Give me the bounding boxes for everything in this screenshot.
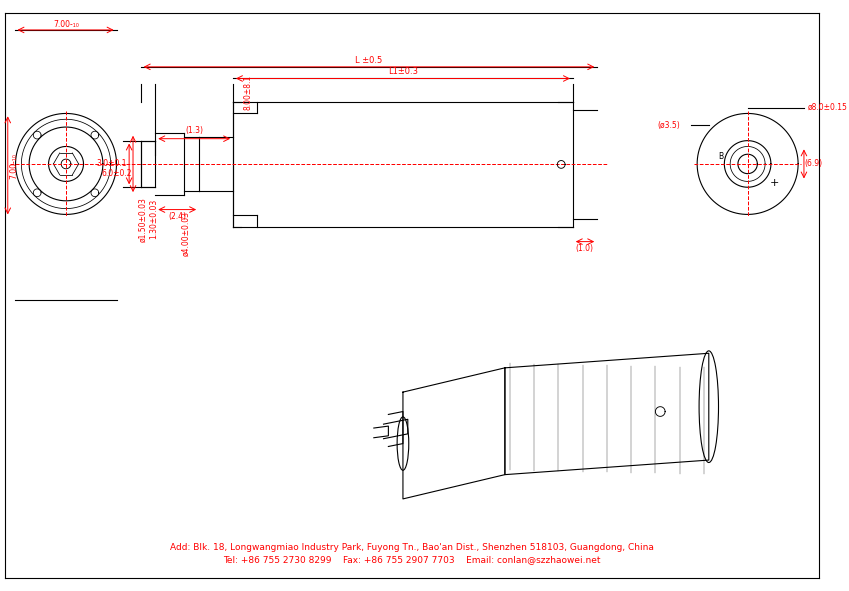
Text: (6.9): (6.9) xyxy=(805,160,823,168)
Text: (1.3): (1.3) xyxy=(185,126,203,135)
Text: 8.00±8.1: 8.00±8.1 xyxy=(243,74,252,110)
Text: 7.00-₁₀: 7.00-₁₀ xyxy=(9,153,18,179)
Text: ø1.50±0.03
1.30±0.03: ø1.50±0.03 1.30±0.03 xyxy=(139,197,158,242)
Text: B: B xyxy=(718,152,723,161)
Text: 7.00-₁₀: 7.00-₁₀ xyxy=(53,20,79,28)
Text: (2.4): (2.4) xyxy=(168,212,186,221)
Text: (1.0): (1.0) xyxy=(576,244,593,253)
Text: Tel: +86 755 2730 8299    Fax: +86 755 2907 7703    Email: conlan@szzhaowei.net: Tel: +86 755 2730 8299 Fax: +86 755 2907… xyxy=(223,556,600,564)
Text: (ø3.5): (ø3.5) xyxy=(657,121,680,129)
Text: ø4.00±0.03: ø4.00±0.03 xyxy=(182,212,191,256)
Text: 6.0±0.2: 6.0±0.2 xyxy=(101,169,132,178)
Text: 3.0±0.1: 3.0±0.1 xyxy=(97,160,127,168)
Text: ø8.0±0.15: ø8.0±0.15 xyxy=(808,103,847,112)
Text: L1±0.3: L1±0.3 xyxy=(388,67,418,76)
Text: L ±0.5: L ±0.5 xyxy=(356,56,383,64)
Text: +: + xyxy=(770,178,779,189)
Text: Add: Blk. 18, Longwangmiao Industry Park, Fuyong Tn., Bao'an Dist., Shenzhen 518: Add: Blk. 18, Longwangmiao Industry Park… xyxy=(170,543,654,552)
